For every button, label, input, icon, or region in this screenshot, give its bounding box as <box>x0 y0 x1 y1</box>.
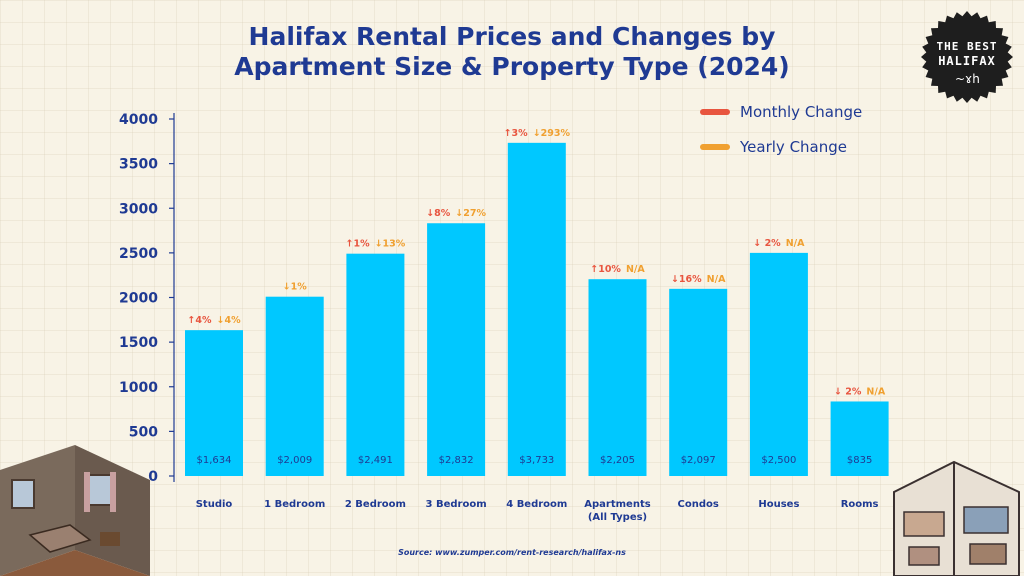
category-label: (All Types) <box>588 512 647 523</box>
yearly-change-label: N/A <box>866 386 885 397</box>
y-tick-label: 500 <box>129 424 158 440</box>
change-annotation: ↓ 2% N/A <box>834 386 886 397</box>
change-annotation: ↓ 2% N/A <box>753 238 805 249</box>
change-annotation: ↓8% ↓27% <box>426 208 486 219</box>
chart-title-line-1: Halifax Rental Prices and Changes by <box>248 22 776 51</box>
yearly-change-label: N/A <box>786 238 805 249</box>
change-annotation: ↑10% N/A <box>590 264 645 275</box>
bar <box>588 279 647 476</box>
legend-swatch <box>700 144 730 150</box>
y-tick-label: 1000 <box>119 380 158 396</box>
y-tick-label: 2500 <box>119 246 158 262</box>
monthly-change-label: ↑3% <box>504 128 529 139</box>
bar-value-label: $2,832 <box>439 455 474 466</box>
bar-value-label: $3,733 <box>519 455 554 466</box>
y-tick-label: 3500 <box>119 157 158 173</box>
yearly-change-label: N/A <box>626 264 645 275</box>
bar-value-label: $835 <box>847 455 872 466</box>
badge-text-line-1: THE BEST <box>936 40 998 53</box>
legend-swatch <box>700 109 730 115</box>
yearly-change-label: ↓293% <box>533 128 571 139</box>
bar <box>669 288 728 476</box>
monthly-change-label: ↑1% <box>346 239 371 250</box>
bar-value-label: $2,491 <box>358 455 393 466</box>
monthly-change-label: ↑10% <box>590 264 621 275</box>
monthly-change-label: ↓16% <box>671 274 702 285</box>
y-tick-label: 4000 <box>119 112 158 128</box>
bar <box>507 142 566 476</box>
category-label: 1 Bedroom <box>264 499 325 510</box>
category-label: Apartments <box>584 499 650 510</box>
change-annotation: ↓1% <box>283 282 308 293</box>
bar-value-label: $2,097 <box>681 455 716 466</box>
bar <box>346 253 405 476</box>
category-label: 2 Bedroom <box>345 499 406 510</box>
source-note: Source: www.zumper.com/rent-research/hal… <box>398 548 626 557</box>
bar <box>749 252 808 476</box>
chart-title-line-2: Apartment Size & Property Type (2024) <box>234 52 790 81</box>
badge-text-line-2: HALIFAX <box>938 54 996 68</box>
yearly-change-label: ↓27% <box>455 208 486 219</box>
bar <box>185 330 243 476</box>
y-axis: 0 500 1000 1500 2000 2500 3000 3500 4000 <box>119 112 175 485</box>
bar-value-label: $2,009 <box>277 455 312 466</box>
monthly-change-label: ↓8% <box>426 208 451 219</box>
change-annotation: ↑3% ↓293% <box>504 128 571 139</box>
category-label: 4 Bedroom <box>506 499 567 510</box>
monthly-change-label: ↑4% <box>187 315 212 326</box>
apartment-illustration-icon <box>893 460 1020 576</box>
change-annotation: ↑1% ↓13% <box>346 239 406 250</box>
category-label: Rooms <box>841 499 879 510</box>
change-annotation: ↑4% ↓4% <box>187 315 241 326</box>
bar <box>830 401 889 476</box>
badge-seal-shape <box>921 11 1013 103</box>
category-label: Houses <box>758 499 799 510</box>
bar <box>265 296 324 476</box>
legend: Monthly Change Yearly Change <box>700 103 862 156</box>
badge-signature: ~ɤh <box>955 72 980 86</box>
bar <box>427 223 486 476</box>
bar-value-label: $2,205 <box>600 455 635 466</box>
legend-label: Monthly Change <box>740 103 862 121</box>
category-label: 3 Bedroom <box>426 499 487 510</box>
bar-value-label: $1,634 <box>197 455 232 466</box>
category-label: Studio <box>196 499 233 510</box>
monthly-change-label: ↓ 2% <box>753 238 781 249</box>
monthly-change-label: ↓ 2% <box>834 386 862 397</box>
yearly-change-label: ↓4% <box>217 315 242 326</box>
y-tick-label: 1500 <box>119 335 158 351</box>
bars: $1,634 Studio ↑4% ↓4% $2,009 1 Bedroom ↓1% $2,4… <box>185 128 889 523</box>
change-annotation: ↓16% N/A <box>671 274 726 285</box>
bedroom-illustration-icon <box>0 445 150 576</box>
y-tick-label: 0 <box>148 469 158 485</box>
y-tick-label: 2000 <box>119 291 158 307</box>
yearly-change-label: ↓13% <box>375 239 406 250</box>
y-tick-label: 3000 <box>119 201 158 217</box>
yearly-change-label: N/A <box>707 274 726 285</box>
bar-value-label: $2,500 <box>761 455 796 466</box>
category-label: Condos <box>678 499 719 510</box>
yearly-change-label: ↓1% <box>283 282 308 293</box>
best-halifax-badge-icon <box>921 11 1013 103</box>
legend-label: Yearly Change <box>739 138 847 156</box>
